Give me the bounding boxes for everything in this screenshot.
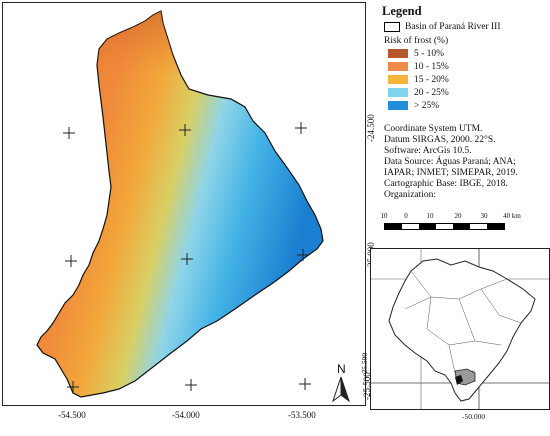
scale-bar-strip <box>384 223 505 230</box>
class-label: 5 - 10% <box>414 48 445 59</box>
class-label: > 25% <box>414 100 440 111</box>
scale-bar: 10 0 10 20 30 40 km <box>381 212 524 234</box>
class-swatch <box>388 49 408 58</box>
scale-label: 10 <box>426 212 434 220</box>
legend-class-row: > 25% <box>388 100 548 111</box>
main-map-frame: N <box>2 2 366 406</box>
scale-label: 10 <box>380 212 388 220</box>
scale-label: 40 km <box>503 212 521 220</box>
meta-line: Data Source: Águas Paraná; ANA; <box>384 157 516 167</box>
brazil-outline <box>388 258 536 402</box>
lon-label-3: -53.500 <box>288 410 316 420</box>
inset-svg <box>371 249 549 409</box>
meta-line: Organization: <box>384 190 437 200</box>
inset-locator-map <box>370 248 550 410</box>
scale-label: 30 <box>480 212 488 220</box>
scale-label: 20 <box>454 212 462 220</box>
scale-label: 0 <box>404 212 408 220</box>
scale-labels: 10 0 10 20 30 40 km <box>380 212 534 222</box>
inset-lon-label: -50.000 <box>462 412 486 421</box>
risk-title: Risk of frost (%) <box>384 36 449 46</box>
class-label: 20 - 25% <box>414 87 449 98</box>
basin-swatch <box>384 22 400 32</box>
meta-line: Datum SIRGAS, 2000. 22°S. <box>384 135 496 145</box>
legend: Legend Basin of Paraná River III Risk of… <box>380 4 548 113</box>
lat-label-1: -24.500 <box>366 114 376 142</box>
legend-title: Legend <box>382 4 422 18</box>
class-label: 15 - 20% <box>414 74 449 85</box>
class-swatch <box>388 75 408 84</box>
class-swatch <box>388 88 408 97</box>
inset-lat-label: -25.500 <box>360 352 369 376</box>
basin-location-marker <box>455 375 463 385</box>
map-metadata: Coordinate System UTM. Datum SIRGAS, 200… <box>384 124 548 201</box>
legend-class-row: 15 - 20% <box>388 74 548 85</box>
graticule-crosses <box>63 122 311 393</box>
meta-line: Cartographic Base: IBGE, 2018. <box>384 179 508 189</box>
meta-line: IAPAR; INMET; SIMEPAR, 2019. <box>384 168 518 178</box>
class-swatch <box>388 62 408 71</box>
lon-label-2: -54.000 <box>172 410 200 420</box>
basin-label: Basin of Paraná River III <box>405 22 501 32</box>
legend-class-row: 20 - 25% <box>388 87 548 98</box>
meta-line: Coordinate System UTM. <box>384 124 483 134</box>
north-label: N <box>337 362 346 376</box>
meta-line: Software: ArcGis 10.5. <box>384 146 472 156</box>
legend-class-row: 10 - 15% <box>388 61 548 72</box>
lon-label-1: -54.500 <box>58 410 86 420</box>
basin-polygon <box>36 10 324 398</box>
class-swatch <box>388 101 408 110</box>
class-label: 10 - 15% <box>414 61 449 72</box>
north-arrow: N <box>332 362 350 403</box>
main-map: N <box>36 10 350 403</box>
basin-north-shading <box>97 11 181 77</box>
legend-class-row: 5 - 10% <box>388 48 548 59</box>
legend-basin-row: Basin of Paraná River III <box>384 22 548 32</box>
